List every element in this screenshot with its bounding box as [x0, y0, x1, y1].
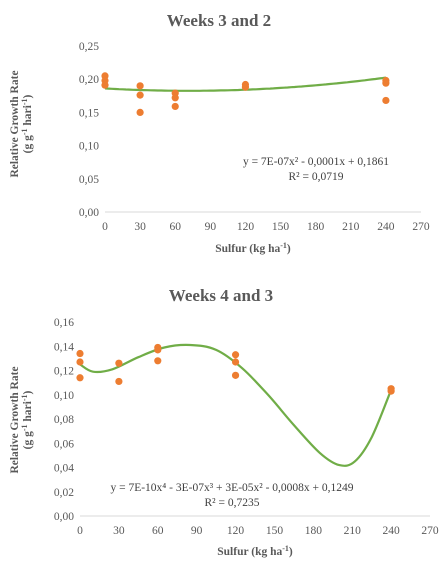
- y-tick-label: 0,00: [79, 207, 99, 219]
- data-point: [171, 102, 179, 111]
- chart-1-x-ticks: 0 30 60 90 120 150 180 210 240 270: [102, 221, 430, 233]
- chart-1: Weeks 3 and 2 0,00 0,05 0,10 0,15 0,20 0,25 0…: [9, 11, 430, 255]
- x-tick-label: 0: [102, 221, 108, 233]
- data-point: [101, 81, 109, 89]
- data-point: [231, 351, 240, 359]
- y-tick-label: 0,12: [54, 366, 74, 378]
- chart-2: Weeks 4 and 3 0,000,020,040,060,080,100,…: [9, 286, 439, 558]
- y-tick-label: 0,04: [54, 463, 74, 475]
- chart-1-y-axis-label: Relative Growth Rate (g g-1 hari-1): [9, 70, 34, 177]
- svg-text:(g g-1 hari-1): (g g-1 hari-1): [20, 94, 35, 153]
- x-tick-label: 270: [412, 221, 430, 233]
- x-tick-label: 240: [377, 221, 395, 233]
- x-tick-label: 240: [382, 525, 400, 537]
- y-tick-label: 0,20: [79, 74, 99, 86]
- data-point: [382, 79, 390, 87]
- data-point: [387, 387, 395, 395]
- chart-2-y-ticks: 0,00 0,02 0,04 0,06 0,08 0,10 0,12 0,14 0,16: [54, 317, 74, 523]
- x-tick-label: 180: [307, 221, 325, 233]
- chart-1-points: [101, 72, 390, 116]
- data-point: [136, 82, 144, 90]
- data-point: [241, 83, 250, 91]
- y-tick-label: 0,10: [54, 390, 74, 402]
- chart-2-title: Weeks 4 and 3: [169, 286, 273, 305]
- y-tick-label: 0,08: [54, 414, 74, 426]
- y-tick-label: 0,15: [79, 107, 99, 119]
- x-tick-label: 60: [152, 525, 164, 537]
- y-tick-label: 0,02: [54, 487, 74, 499]
- data-point: [231, 371, 240, 379]
- chart-1-equation: y = 7E-07x² - 0,0001x + 0,1861: [243, 156, 389, 168]
- data-point: [171, 94, 179, 102]
- y-tick-label: 0,16: [54, 317, 74, 329]
- chart-1-title: Weeks 3 and 2: [167, 11, 271, 30]
- data-point: [382, 96, 390, 105]
- data-point: [154, 357, 162, 365]
- chart-2-equation: y = 7E-10x⁴ - 3E-07x³ + 3E-05x² - 0,0008…: [110, 482, 353, 494]
- chart-2-x-axis-label: Sulfur (kg ha-1): [217, 544, 293, 559]
- x-tick-label: 270: [421, 525, 439, 537]
- svg-text:Relative Growth Rate: Relative Growth Rate: [9, 366, 21, 473]
- chart-2-x-ticks: 0 30 60 90 120 150 180 210 240 270: [77, 525, 439, 537]
- chart-2-y-axis-label: Relative Growth Rate (g g-1 hari-1): [9, 366, 34, 473]
- y-tick-label: 0,25: [79, 41, 99, 53]
- data-point: [136, 108, 144, 116]
- x-tick-label: 150: [272, 221, 290, 233]
- x-tick-label: 150: [266, 525, 284, 537]
- x-tick-label: 30: [113, 525, 125, 537]
- svg-text:Relative Growth Rate: Relative Growth Rate: [9, 70, 21, 177]
- x-tick-label: 120: [237, 221, 255, 233]
- y-tick-label: 0,05: [79, 174, 99, 186]
- x-tick-label: 0: [77, 525, 83, 537]
- x-tick-label: 120: [227, 525, 245, 537]
- data-point: [76, 349, 84, 358]
- data-point: [76, 374, 84, 382]
- chart-1-r-squared: R² = 0,0719: [289, 171, 344, 183]
- x-tick-label: 30: [134, 221, 146, 233]
- data-point: [115, 377, 123, 386]
- y-tick-label: 0,14: [54, 341, 74, 353]
- y-tick-label: 0,06: [54, 438, 74, 450]
- x-tick-label: 210: [342, 221, 360, 233]
- data-point: [136, 91, 144, 99]
- x-tick-label: 60: [169, 221, 181, 233]
- x-tick-label: 90: [191, 525, 203, 537]
- x-tick-label: 90: [205, 221, 217, 233]
- data-point: [115, 359, 123, 367]
- y-tick-label: 0,10: [79, 141, 99, 153]
- data-point: [231, 358, 240, 366]
- svg-text:(g g-1 hari-1): (g g-1 hari-1): [20, 390, 35, 449]
- x-tick-label: 210: [344, 525, 362, 537]
- chart-2-r-squared: R² = 0,7235: [205, 497, 260, 509]
- chart-2-points: [76, 343, 395, 395]
- data-point: [154, 346, 162, 354]
- y-tick-label: 0,00: [54, 511, 74, 523]
- chart-1-y-ticks: 0,00 0,05 0,10 0,15 0,20 0,25: [79, 41, 99, 219]
- x-tick-label: 180: [305, 525, 323, 537]
- chart-1-x-axis-label: Sulfur (kg ha-1): [215, 241, 291, 256]
- data-point: [76, 358, 84, 366]
